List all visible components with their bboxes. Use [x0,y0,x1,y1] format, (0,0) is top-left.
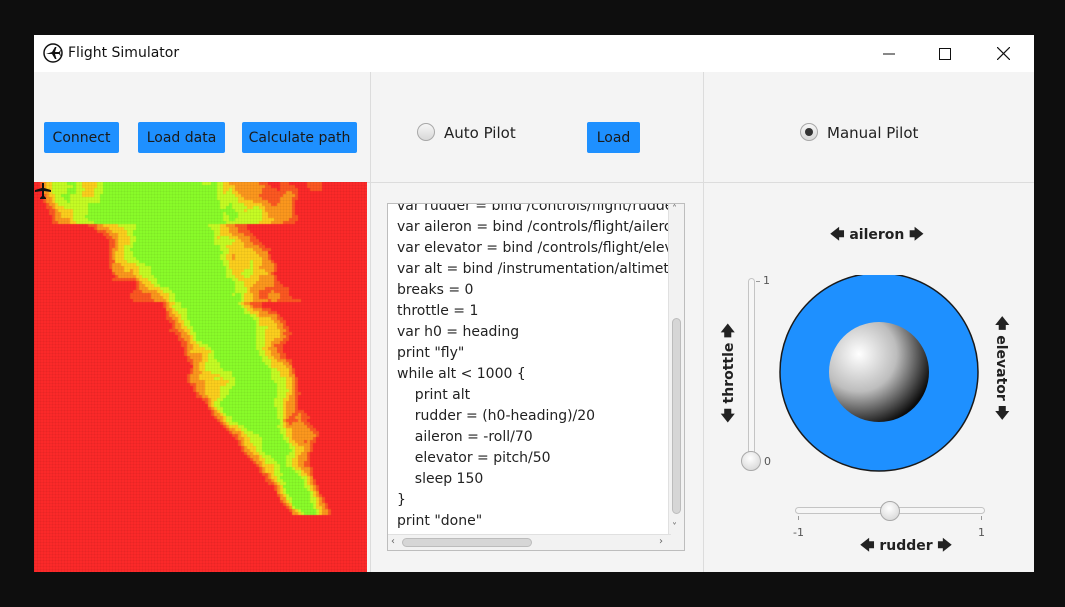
window-title: Flight Simulator [68,45,180,61]
load-script-button[interactable]: Load [587,122,640,153]
script-line: throttle = 1 [397,303,479,319]
arrow-up-icon: 🡄 [993,315,1009,331]
airplane-icon [43,43,63,63]
scroll-down-icon[interactable]: ˅ [672,522,677,533]
rudder-max-label: 1 [978,526,985,539]
arrow-up-icon: 🡆 [721,323,737,338]
scroll-right-icon[interactable]: › [659,536,663,547]
script-line: var alt = bind /instrumentation/altimete… [397,261,669,277]
script-line: sleep 150 [397,471,484,487]
arrow-right-icon: 🡆 [909,227,924,243]
aileron-label-text: aileron [849,227,905,243]
calculate-path-button[interactable]: Calculate path [242,122,357,153]
auto-pilot-label: Auto Pilot [444,124,516,142]
scroll-up-icon[interactable]: ˄ [672,204,677,215]
script-line: aileron = -roll/70 [397,429,533,445]
elevator-label-text: elevator [993,335,1009,401]
script-line: print "done" [397,513,483,529]
tick-mark [981,516,982,520]
connect-button[interactable]: Connect [44,122,119,153]
divider [370,72,371,572]
throttle-max-label: 1 [763,274,770,287]
load-data-button[interactable]: Load data [138,122,225,153]
auto-pilot-radio[interactable] [417,123,435,141]
script-line: } [397,492,406,508]
close-button[interactable] [980,35,1026,72]
minimize-button[interactable] [866,35,912,72]
maximize-button[interactable] [922,35,968,72]
script-line: var aileron = bind /controls/flight/aile… [397,219,669,235]
script-line: while alt < 1000 { [397,366,526,382]
arrow-down-icon: 🡄 [721,408,737,423]
script-line: rudder = (h0-heading)/20 [397,408,596,424]
elevator-label: 🡄 elevator 🡆 [988,316,1012,420]
vertical-scrollbar[interactable]: ˄ ˅ [668,204,684,535]
terrain-map[interactable] [34,182,367,572]
script-line: breaks = 0 [397,282,474,298]
script-line: elevator = pitch/50 [397,450,551,466]
horizontal-scrollbar[interactable]: ‹ › [388,534,671,550]
throttle-slider-track[interactable] [748,278,755,461]
horizontal-scroll-thumb[interactable] [402,538,532,547]
joystick[interactable] [779,275,981,474]
airplane-icon [35,183,51,199]
throttle-slider-thumb[interactable] [741,451,761,471]
radio-selected-dot [805,128,813,136]
vertical-scroll-thumb[interactable] [672,318,681,514]
rudder-min-label: -1 [793,526,804,539]
rudder-label: 🡄 rudder 🡆 [860,535,952,559]
rudder-slider-thumb[interactable] [880,501,900,521]
arrow-left-icon: 🡄 [860,538,875,554]
arrow-down-icon: 🡆 [993,405,1009,421]
script-line: var rudder = bind /controls/flight/rudde… [397,203,669,214]
tick-mark [798,516,799,520]
script-editor[interactable]: var rudder = bind /controls/flight/rudde… [387,203,685,551]
scroll-corner [669,535,684,550]
manual-pilot-label: Manual Pilot [827,124,919,142]
title-bar: Flight Simulator [34,35,1034,72]
script-line: var h0 = heading [397,324,520,340]
throttle-min-label: 0 [764,455,771,468]
arrow-right-icon: 🡆 [937,538,953,554]
arrow-left-icon: 🡄 [830,227,845,243]
app-window: Flight Simulator Connect Load data Calcu… [34,35,1034,572]
close-icon [996,47,1010,60]
manual-pilot-radio[interactable] [800,123,818,141]
joystick-knob[interactable] [829,322,929,422]
maximize-icon [939,47,951,60]
terrain-heatmap[interactable] [34,182,367,572]
aileron-label: 🡄 aileron 🡆 [830,224,924,248]
script-line: var elevator = bind /controls/flight/ele… [397,240,669,256]
minimize-icon [883,53,895,54]
rudder-label-text: rudder [879,538,933,554]
divider [703,72,704,572]
script-line: print alt [397,387,471,403]
throttle-label-text: throttle [721,342,737,404]
tick-mark [756,281,760,282]
script-text[interactable]: var rudder = bind /controls/flight/rudde… [397,203,669,532]
scroll-left-icon[interactable]: ‹ [391,536,395,547]
script-line: print "fly" [397,345,465,361]
throttle-label: 🡄 throttle 🡆 [718,323,742,423]
